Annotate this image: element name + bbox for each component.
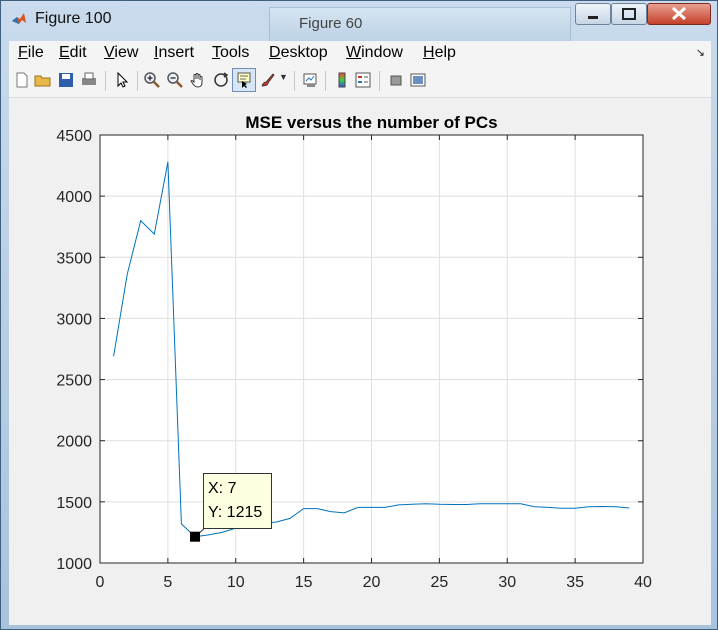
hide-plot-tools-icon[interactable]: [387, 71, 405, 89]
show-plot-tools-icon[interactable]: [409, 71, 427, 89]
dock-arrow-icon[interactable]: ↘: [695, 47, 705, 59]
open-file-icon[interactable]: [34, 71, 52, 89]
menu-window[interactable]: Window: [346, 44, 403, 61]
figure-canvas: [9, 98, 711, 625]
background-figure-window[interactable]: [269, 7, 571, 43]
save-icon[interactable]: [57, 71, 75, 89]
toolbar-separator: [137, 71, 138, 91]
legend-icon[interactable]: [354, 71, 372, 89]
matlab-logo-icon: [12, 13, 26, 24]
toolbar-separator: [105, 71, 106, 91]
zoom-out-icon[interactable]: [166, 71, 184, 89]
toolbar-separator: [379, 71, 380, 91]
menu-view[interactable]: View: [104, 44, 139, 61]
rotate-3d-icon[interactable]: [212, 71, 230, 89]
menu-insert[interactable]: Insert: [154, 44, 195, 61]
close-icon: [671, 6, 687, 21]
brush-icon[interactable]: [259, 71, 277, 89]
new-figure-icon[interactable]: [13, 71, 31, 89]
maximize-button[interactable]: [611, 3, 647, 25]
data-cursor-icon: [237, 72, 251, 88]
datatip[interactable]: X: 7 Y: 1215: [203, 473, 272, 529]
menu-tools[interactable]: Tools: [212, 44, 250, 61]
toolbar-separator: [325, 71, 326, 91]
zoom-in-icon[interactable]: [143, 71, 161, 89]
brush-dropdown-icon[interactable]: ▼: [279, 72, 288, 82]
menu-file[interactable]: File: [18, 44, 44, 61]
close-button[interactable]: [647, 3, 711, 25]
datatip-x-value: X: 7: [208, 480, 237, 497]
minimize-icon: [588, 16, 598, 19]
toolbar-separator: [294, 71, 295, 91]
edit-plot-arrow-icon[interactable]: [113, 71, 131, 89]
link-plot-icon[interactable]: [301, 71, 319, 89]
menu-desktop[interactable]: Desktop: [269, 44, 328, 61]
minimize-button[interactable]: [575, 3, 611, 25]
background-window-title: Figure 60: [299, 15, 363, 32]
data-cursor-button[interactable]: [232, 68, 256, 92]
datatip-y-value: Y: 1215: [208, 504, 263, 521]
pan-hand-icon[interactable]: [189, 71, 207, 89]
maximize-icon: [622, 8, 636, 20]
menu-bar: File Edit View Insert Tools Desktop Wind…: [9, 41, 711, 66]
menu-help[interactable]: Help: [423, 44, 456, 61]
figure-toolbar: ▼: [9, 65, 711, 98]
window-title: Figure 100: [35, 10, 112, 27]
menu-edit[interactable]: Edit: [59, 44, 87, 61]
print-icon[interactable]: [80, 71, 98, 89]
title-bar[interactable]: Figure 100: [1, 1, 717, 39]
colorbar-icon[interactable]: [333, 71, 351, 89]
